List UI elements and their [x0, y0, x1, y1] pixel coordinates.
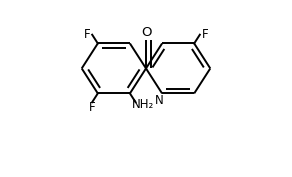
- Text: NH₂: NH₂: [131, 98, 154, 111]
- Text: O: O: [141, 26, 151, 39]
- Text: F: F: [89, 101, 95, 114]
- Text: F: F: [201, 28, 208, 41]
- Text: N: N: [155, 94, 164, 107]
- Text: F: F: [84, 28, 91, 41]
